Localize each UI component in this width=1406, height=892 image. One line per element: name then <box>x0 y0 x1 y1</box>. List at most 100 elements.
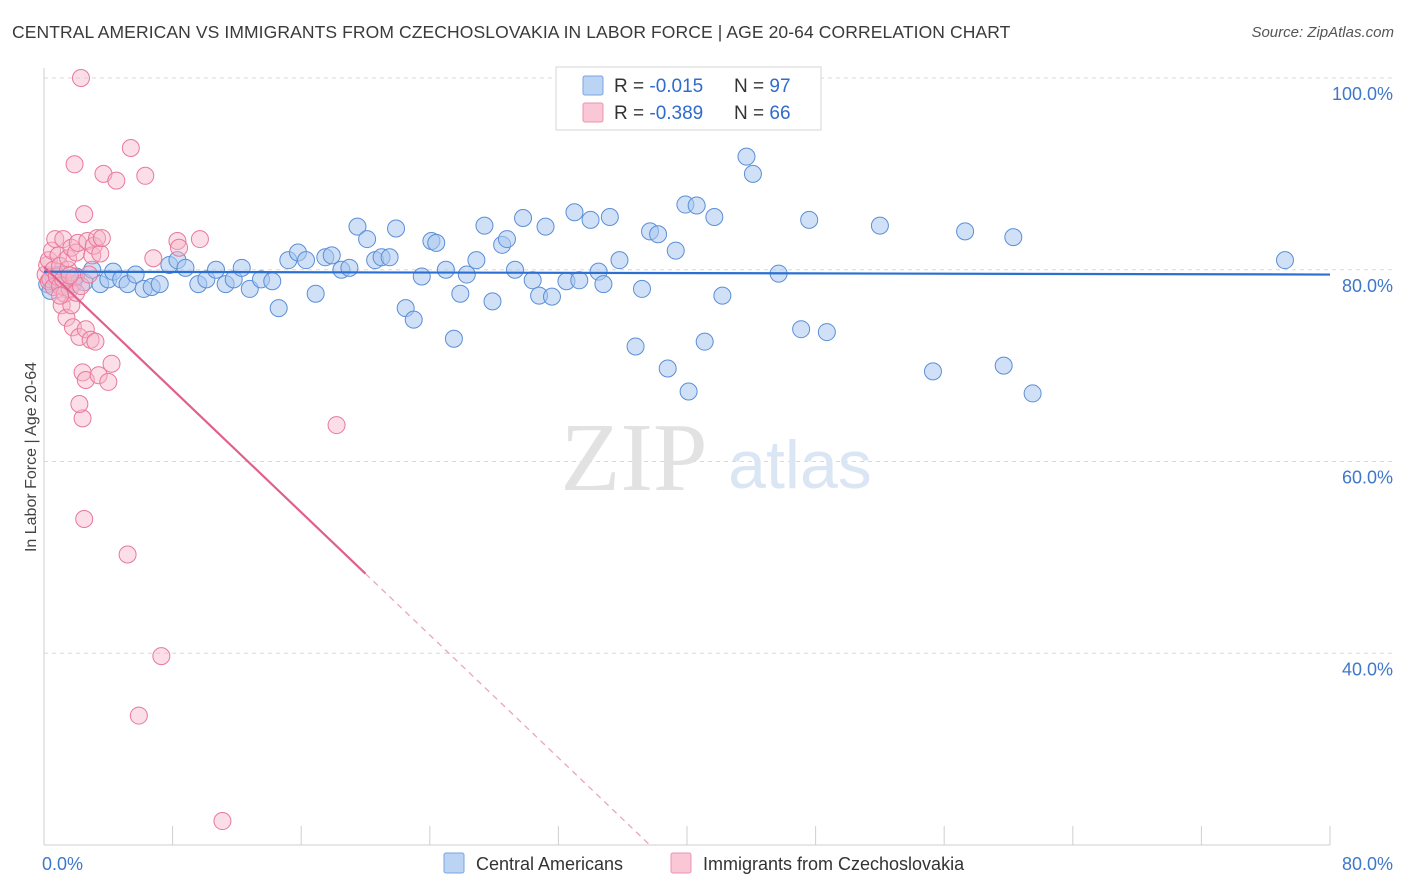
czechoslovakia-point <box>71 69 90 87</box>
y-tick-label: 40.0% <box>1342 659 1393 679</box>
central-americans-point <box>475 216 494 235</box>
central-americans-point <box>923 362 942 381</box>
y-axis-title: In Labor Force | Age 20-64 <box>23 362 40 552</box>
x-tick-label-min: 0.0% <box>42 854 83 874</box>
czechoslovakia-point <box>86 332 105 351</box>
central-americans-point <box>1004 228 1023 247</box>
czechoslovakia-point <box>80 265 99 284</box>
x-tick-label-max: 80.0% <box>1342 854 1393 874</box>
central-americans-point <box>436 260 455 279</box>
central-americans-point <box>444 329 463 348</box>
legend-label-czechoslovakia: Immigrants from Czechoslovakia <box>703 854 965 874</box>
czechoslovakia-point <box>91 244 110 263</box>
r-label-2: R = <box>614 103 649 124</box>
central-americans-point <box>340 258 359 277</box>
legend-swatch-central-americans <box>443 852 465 874</box>
n-value-2: 66 <box>769 103 790 124</box>
central-americans-point <box>956 222 975 241</box>
central-americans-point <box>451 284 470 303</box>
blue-swatch <box>582 75 604 96</box>
n-label-1: N = <box>734 76 769 97</box>
czechoslovakia-point <box>129 706 148 725</box>
central-americans-points <box>38 147 1294 403</box>
czechoslovakia-point <box>76 320 95 339</box>
central-americans-point <box>737 147 756 166</box>
czechoslovakia-point <box>73 409 92 428</box>
central-americans-point <box>297 251 316 270</box>
czechoslovakia-point <box>75 205 94 224</box>
watermark-zip: ZIP <box>561 404 708 512</box>
czechoslovakia-point <box>65 155 84 174</box>
central-americans-point <box>207 260 226 279</box>
czechoslovakia-point <box>136 166 155 185</box>
central-americans-point <box>514 208 533 227</box>
y-tick-label: 60.0% <box>1342 468 1393 488</box>
central-americans-point <box>695 332 714 351</box>
central-americans-point <box>679 382 698 401</box>
czechoslovakia-point <box>60 266 79 285</box>
n-label-2: N = <box>734 103 769 124</box>
central-americans-point <box>322 246 341 265</box>
axes <box>43 68 1331 846</box>
czechoslovakia-points <box>36 69 346 831</box>
czechoslovakia-point <box>51 286 70 305</box>
czechoslovakia-point <box>99 372 118 391</box>
r-value-1: -0.015 <box>649 76 703 97</box>
y-tick-label: 100.0% <box>1332 84 1393 104</box>
central-americans-point <box>457 265 476 284</box>
central-americans-point <box>467 251 486 270</box>
svg-text:R = -0.015 N = 97: R = -0.015 N = 97 <box>614 76 791 97</box>
legend-label-central-americans: Central Americans <box>476 854 623 874</box>
central-americans-trend-line <box>43 270 1331 276</box>
czechoslovakia-point <box>168 231 187 250</box>
czechoslovakia-point <box>144 249 163 268</box>
central-americans-point <box>792 320 811 339</box>
czechoslovakia-point <box>92 229 111 248</box>
y-tick-label: 80.0% <box>1342 276 1393 296</box>
czechoslovakia-point <box>118 545 137 564</box>
czechoslovakia-point <box>102 354 121 373</box>
svg-text:R = -0.389 N = 66: R = -0.389 N = 66 <box>614 103 791 124</box>
central-americans-point <box>412 267 431 286</box>
central-americans-point <box>666 241 685 260</box>
central-americans-point <box>632 279 651 298</box>
central-americans-point <box>380 248 399 267</box>
central-americans-point <box>705 208 724 227</box>
central-americans-point <box>387 219 406 238</box>
central-americans-point <box>565 203 584 222</box>
central-americans-point <box>263 272 282 291</box>
czechoslovakia-point <box>152 647 171 666</box>
central-americans-point <box>581 210 600 229</box>
watermark-atlas: atlas <box>728 427 872 503</box>
czechoslovakia-point <box>170 238 189 257</box>
source-note: Source: ZipAtlas.com <box>1251 24 1394 41</box>
central-americans-point <box>600 208 619 227</box>
czechoslovakia-point <box>107 171 126 190</box>
central-americans-point <box>594 275 613 294</box>
central-americans-point <box>348 217 367 236</box>
central-americans-point <box>870 216 889 235</box>
central-americans-point <box>610 251 629 270</box>
czechoslovakia-point <box>75 510 94 529</box>
central-americans-point <box>626 337 645 356</box>
grid-lines <box>44 77 1392 654</box>
n-value-1: 97 <box>769 76 790 97</box>
central-americans-point <box>1023 384 1042 403</box>
central-americans-point <box>570 271 589 290</box>
central-americans-point <box>523 271 542 290</box>
trend-lines <box>43 266 1331 846</box>
stats-legend: R = -0.015 N = 97 R = -0.389 N = 66 <box>555 66 822 131</box>
czechoslovakia-point <box>327 416 346 435</box>
central-americans-point <box>994 356 1013 375</box>
central-americans-point <box>269 299 288 318</box>
central-americans-point <box>1275 251 1294 270</box>
czechoslovakia-point <box>121 138 140 157</box>
central-americans-point <box>687 196 706 215</box>
central-americans-point <box>505 260 524 279</box>
central-americans-point <box>743 164 762 183</box>
czechoslovakia-point <box>89 366 108 385</box>
central-americans-point <box>649 225 668 244</box>
central-americans-point <box>497 230 516 249</box>
legend-swatch-czechoslovakia <box>670 852 692 874</box>
